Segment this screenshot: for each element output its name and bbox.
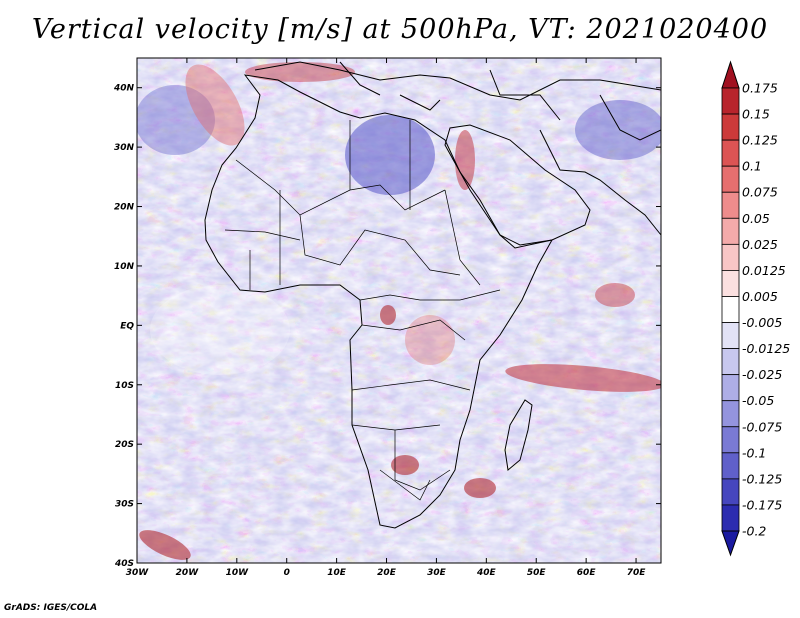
colorbar-label: 0.1 [742, 159, 762, 174]
colorbar-label: 0.125 [742, 133, 778, 148]
lat-label: 40S [114, 559, 134, 569]
colorbar-label: -0.0125 [742, 341, 790, 356]
lat-label: 40N [113, 84, 135, 94]
lon-label: 10W [226, 568, 250, 578]
colorbar-bottom-arrow [721, 530, 740, 557]
lon-label: 20W [176, 568, 200, 578]
colorbar-label: 0.0125 [742, 263, 786, 278]
madagascar-outline [504, 399, 533, 471]
lat-label: 20S [115, 440, 134, 450]
lon-label: 30E [427, 568, 447, 578]
colorbar-segment [721, 217, 740, 245]
colorbar-segment [721, 191, 740, 219]
colorbar-label: -0.05 [742, 393, 774, 408]
lon-label: 20E [377, 568, 397, 578]
colorbar-label: -0.2 [742, 524, 766, 539]
colorbar-segment [721, 322, 740, 349]
colorbar-label: -0.025 [742, 367, 782, 382]
colorbar-label: 0.005 [742, 289, 778, 304]
colorbar-segment [721, 165, 740, 193]
colorbar-label: 0.075 [742, 185, 778, 200]
lon-label: 40E [476, 568, 497, 578]
colorbar-label: -0.005 [742, 315, 782, 330]
lon-label: 0 [284, 568, 290, 578]
latitude-axis: 40N 30N 20N 10N EQ 10S 20S 30S 40S [113, 84, 661, 569]
lon-label: 70E [627, 568, 647, 578]
colorbar-segment [721, 504, 740, 532]
colorbar-label: 0.15 [742, 107, 770, 122]
lat-label: 20N [114, 203, 135, 213]
velocity-field [137, 58, 661, 563]
lat-label: EQ [120, 321, 134, 331]
lon-label: 10E [327, 568, 347, 578]
colorbar-label: -0.125 [742, 471, 782, 486]
lon-label: 30W [126, 568, 150, 578]
lat-label: 10N [114, 262, 135, 272]
colorbar: 0.175 0.15 0.125 0.1 0.075 0.05 0.025 0.0125 0.0… [721, 60, 790, 557]
colorbar-segment [721, 296, 740, 323]
map-title: Vertical velocity [m/s] at 500hPa, VT: 2… [31, 14, 769, 45]
colorbar-label: -0.175 [742, 497, 782, 512]
arabia-outline [444, 124, 591, 246]
longitude-axis: 30W 20W 10W 0 10E 20E 30E 40E 50E 60E 70E [126, 58, 646, 578]
coastlines [204, 61, 661, 529]
lat-label: 10S [115, 381, 134, 391]
colorbar-label: 0.05 [742, 211, 770, 226]
colorbar-segment [721, 452, 740, 480]
colorbar-segment [721, 374, 740, 402]
colorbar-segment [721, 478, 740, 506]
grads-credit: GrADS: IGES/COLA [4, 603, 98, 613]
colorbar-label: -0.1 [742, 445, 766, 460]
colorbar-label: 0.025 [742, 237, 778, 252]
colorbar-segment [721, 348, 740, 376]
colorbar-segment [721, 139, 740, 167]
plot-frame [136, 57, 662, 564]
colorbar-label: 0.175 [742, 81, 778, 96]
lat-label: 30N [114, 143, 135, 153]
lat-label: 30S [115, 500, 134, 510]
colorbar-top-arrow [721, 60, 740, 89]
lon-label: 50E [527, 568, 547, 578]
borders [224, 120, 501, 501]
colorbar-segment [721, 113, 740, 141]
colorbar-segment [721, 400, 740, 428]
colorbar-segment [721, 87, 740, 115]
colorbar-segment [721, 243, 740, 271]
colorbar-segment [721, 426, 740, 454]
colorbar-label: -0.075 [742, 419, 782, 434]
colorbar-segment [721, 270, 740, 297]
lon-label: 60E [577, 568, 597, 578]
